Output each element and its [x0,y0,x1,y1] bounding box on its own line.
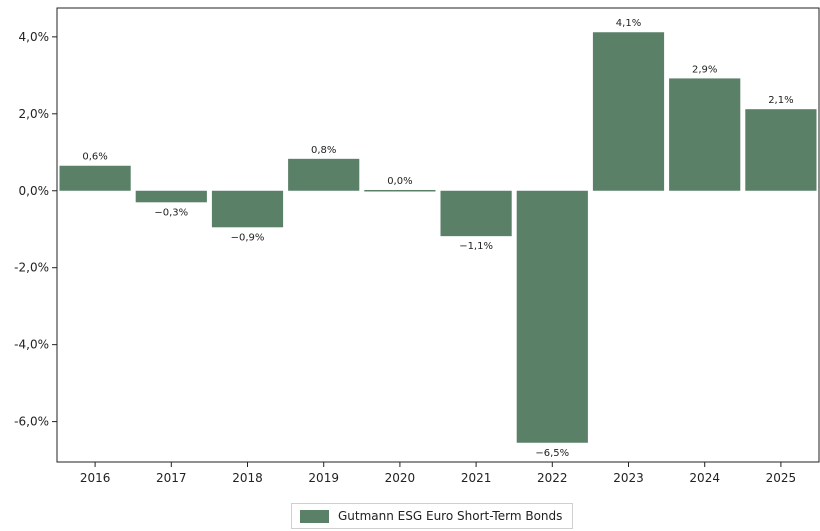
x-tick-label-2023: 2023 [613,471,644,485]
bar-2018 [211,190,284,228]
bar-2021 [440,190,512,237]
bar-2016 [59,165,131,191]
bar-2022 [516,190,588,443]
legend: Gutmann ESG Euro Short-Term Bonds [291,503,574,529]
x-tick-label-2018: 2018 [232,471,263,485]
data-label-2023: 4,1% [616,18,641,29]
data-label-2021: −1,1% [459,241,493,252]
legend-swatch [300,509,329,523]
plot-frame [56,7,820,463]
data-label-2017: −0,3% [154,207,188,218]
data-label-2016: 0,6% [82,152,107,163]
y-tick-label: 2,0% [19,107,50,121]
y-tick-label: 4,0% [19,30,50,44]
y-tick-label: 0,0% [19,184,50,198]
legend-label: Gutmann ESG Euro Short-Term Bonds [338,509,563,523]
x-tick-label-2022: 2022 [537,471,568,485]
y-tick-label: -6,0% [14,415,49,429]
x-tick-label-2019: 2019 [308,471,339,485]
data-label-2024: 2,9% [692,64,717,75]
x-tick-label-2024: 2024 [689,471,720,485]
data-label-2025: 2,1% [768,95,793,106]
bar-2020 [364,189,436,192]
bar-2023 [592,32,665,191]
x-tick-label-2021: 2021 [461,471,492,485]
x-tick-label-2016: 2016 [80,471,111,485]
x-tick-label-2017: 2017 [156,471,187,485]
bar-2019 [288,158,360,191]
y-tick-label: -2,0% [14,261,49,275]
y-tick-label: -4,0% [14,338,49,352]
data-label-2018: −0,9% [231,232,265,243]
bar-2025 [745,109,817,191]
x-tick-label-2020: 2020 [385,471,416,485]
data-label-2019: 0,8% [311,145,336,156]
bar-2024 [669,78,741,191]
bar-2017 [135,190,207,203]
x-tick-label-2025: 2025 [766,471,797,485]
data-label-2022: −6,5% [535,448,569,459]
data-label-2020: 0,0% [387,176,412,187]
